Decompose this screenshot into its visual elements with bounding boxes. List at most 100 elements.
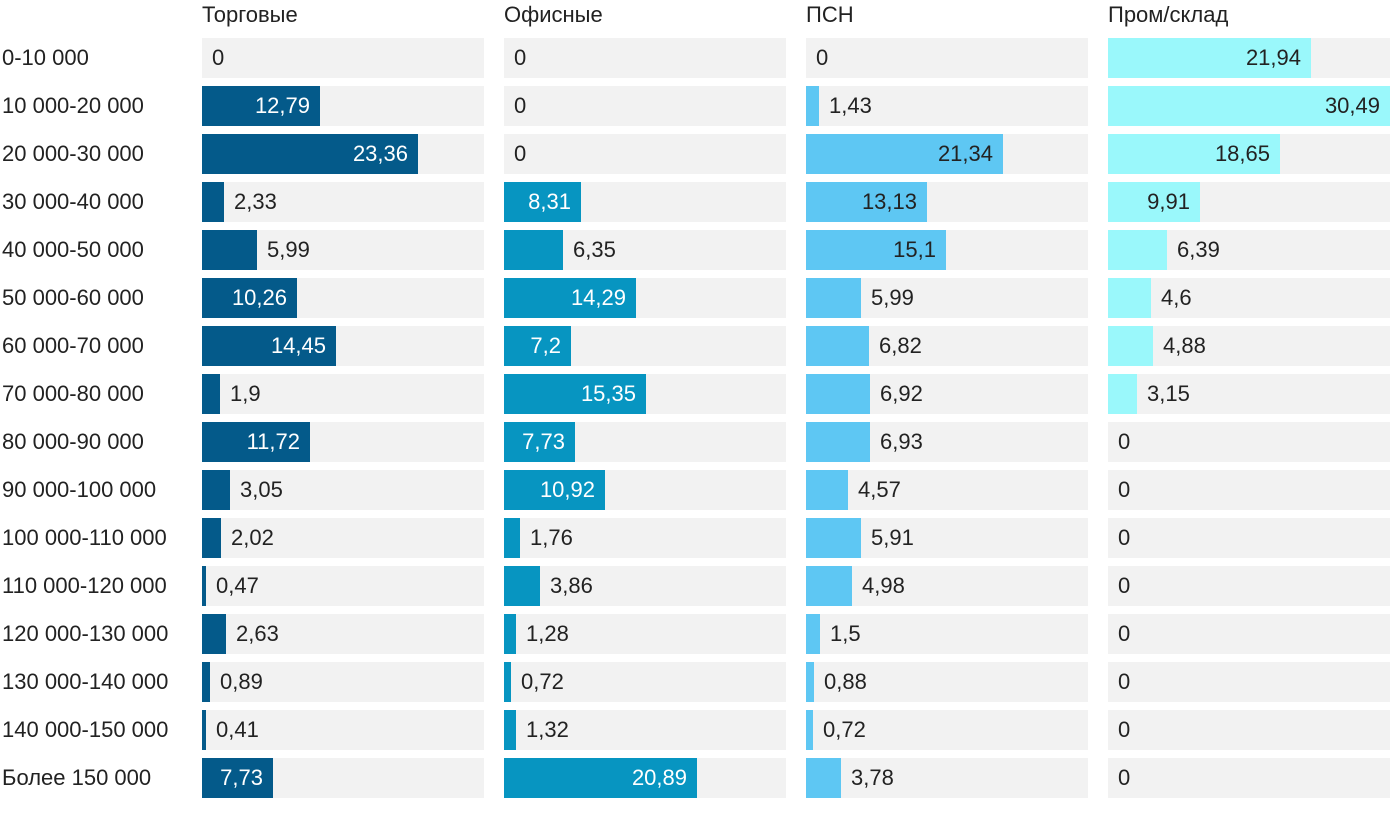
bar [806,182,927,222]
bar [202,614,226,654]
data-label: 0 [514,45,527,70]
bar [504,374,646,414]
data-label: 14,29 [570,285,626,310]
bar [806,326,869,366]
bar [202,422,310,462]
data-label: 0 [1118,621,1131,646]
category-label: 20 000-30 000 [2,141,144,166]
bar [504,758,697,798]
bar [806,134,1003,174]
bar-track [806,758,1088,798]
bar-track [202,614,484,654]
category-label: 70 000-80 000 [2,381,144,406]
bar-track [806,614,1088,654]
bar-track [1108,566,1390,606]
bar-track [1108,374,1390,414]
bar [806,230,946,270]
data-label: 10,92 [539,477,595,502]
bar-track [1108,470,1390,510]
bar [202,710,206,750]
bar [504,518,520,558]
bar [1108,134,1280,174]
bar [202,758,273,798]
data-label: 0,41 [216,717,259,742]
bar-track [1108,278,1390,318]
category-label: 140 000-150 000 [2,717,169,742]
bar [202,326,336,366]
bar [1108,326,1153,366]
data-label: 1,5 [830,621,861,646]
bar-track [806,566,1088,606]
data-label: 10,26 [231,285,287,310]
bar [806,374,870,414]
category-label: 80 000-90 000 [2,429,144,454]
data-label: 1,9 [230,381,261,406]
bar-track [806,470,1088,510]
data-label: 18,65 [1214,141,1270,166]
data-label: 6,82 [879,333,922,358]
bar [504,278,636,318]
bar [202,86,320,126]
bar-track [202,374,484,414]
bar [1108,38,1311,78]
bar [806,710,813,750]
series-title: ПСН [806,2,854,27]
bar [806,758,841,798]
data-label: 0,47 [216,573,259,598]
category-label: 40 000-50 000 [2,237,144,262]
data-label: 15,1 [893,237,936,262]
bar-track [504,662,786,702]
bar-track [504,710,786,750]
category-label: 0-10 000 [2,45,89,70]
category-label: 110 000-120 000 [2,573,167,598]
bar [1108,278,1151,318]
data-label: 7,73 [220,765,263,790]
data-label: 3,86 [550,573,593,598]
bar [504,566,540,606]
category-label: 50 000-60 000 [2,285,144,310]
data-label: 7,73 [522,429,565,454]
data-label: 5,91 [871,525,914,550]
bar-track [202,566,484,606]
data-label: 0 [1118,477,1131,502]
data-label: 6,92 [880,381,923,406]
data-label: 0 [514,93,527,118]
bar [202,374,220,414]
bar [202,230,257,270]
data-label: 0 [1118,573,1131,598]
category-label: Более 150 000 [2,765,152,790]
data-label: 0 [1118,525,1131,550]
series-title: Пром/склад [1108,2,1229,27]
data-label: 30,49 [1324,93,1380,118]
bar-track [202,662,484,702]
data-label: 0 [1118,429,1131,454]
bar [1108,230,1167,270]
data-label: 0,72 [521,669,564,694]
bar-track [806,662,1088,702]
data-label: 21,34 [937,141,993,166]
bar [202,134,418,174]
bar [504,182,581,222]
bar-track [202,710,484,750]
bar-track [504,518,786,558]
data-label: 6,93 [880,429,923,454]
data-label: 0 [212,45,225,70]
data-label: 4,98 [862,573,905,598]
bar-track [1108,518,1390,558]
category-label: 60 000-70 000 [2,333,144,358]
data-label: 3,05 [240,477,283,502]
bar-track [202,470,484,510]
data-label: 1,28 [526,621,569,646]
data-label: 7,2 [530,333,561,358]
bar [806,422,870,462]
bar-track [1108,662,1390,702]
data-label: 15,35 [580,381,636,406]
bar [1108,374,1137,414]
bar [806,614,820,654]
data-label: 3,78 [851,765,894,790]
category-label: 100 000-110 000 [2,525,167,550]
bar-track [202,518,484,558]
data-label: 2,02 [231,525,274,550]
data-label: 2,33 [234,189,277,214]
